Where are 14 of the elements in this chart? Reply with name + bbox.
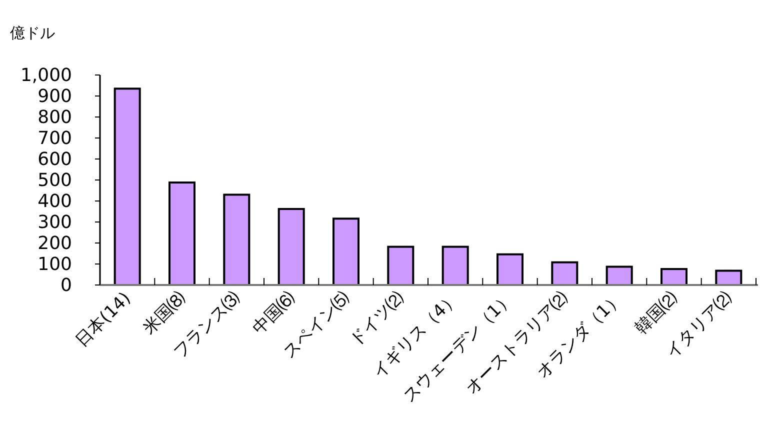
x-tick-label: 韓国⑵ <box>631 288 682 339</box>
y-tick-label: 700 <box>38 128 72 149</box>
y-tick-label: 200 <box>38 233 72 254</box>
y-tick-label: 300 <box>38 212 72 233</box>
y-tick-label: 900 <box>38 86 72 107</box>
y-axis-title: 億ドル <box>10 24 55 42</box>
y-tick-label: 800 <box>38 107 72 128</box>
y-tick-label: 400 <box>38 191 72 212</box>
y-tick-label: 1,000 <box>20 65 72 86</box>
y-tick-label: 600 <box>38 149 72 170</box>
y-tick-label: 100 <box>38 254 72 275</box>
y-tick-label: 500 <box>38 170 72 191</box>
y-tick-label: 0 <box>60 275 72 296</box>
x-tick-label: 中国⑹ <box>248 288 299 339</box>
